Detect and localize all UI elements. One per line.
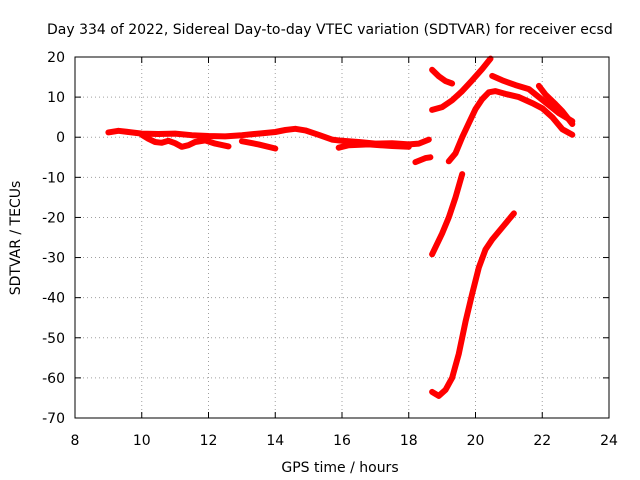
series-pass-d (335, 141, 412, 151)
x-tick-label: 16 (333, 433, 351, 449)
y-tick-label: 20 (47, 50, 65, 66)
y-tick-label: -70 (42, 411, 65, 427)
series-pass-c (238, 138, 279, 152)
y-tick-label: 10 (47, 90, 65, 106)
series-pass-f (429, 66, 456, 87)
ticks: 8 10 12 14 16 18 20 22 24 -70 -60 -50 -40 -30 -20 -10 0 1… (42, 50, 618, 449)
x-tick-label: 14 (266, 433, 284, 449)
x-tick-label: 12 (200, 433, 218, 449)
y-tick-label: -40 (42, 291, 65, 307)
x-tick-label: 24 (600, 433, 618, 449)
y-tick-label: -50 (42, 331, 65, 347)
series-pass-e (412, 154, 434, 166)
series-group (105, 55, 576, 399)
series-pass-k (429, 171, 466, 258)
x-tick-label: 10 (133, 433, 151, 449)
series-pass-h (445, 88, 576, 165)
y-axis-label: SDTVAR / TECUs (8, 181, 24, 296)
chart-title: Day 334 of 2022, Sidereal Day-to-day VTE… (47, 22, 613, 38)
y-tick-label: -20 (42, 210, 65, 226)
x-tick-label: 8 (71, 433, 80, 449)
x-axis-label: GPS time / hours (281, 460, 398, 476)
y-tick-label: -30 (42, 251, 65, 267)
x-tick-label: 18 (400, 433, 418, 449)
x-tick-label: 22 (533, 433, 551, 449)
series-pass-j (535, 82, 576, 127)
y-tick-label: -60 (42, 371, 65, 387)
y-tick-label: -10 (42, 170, 65, 186)
y-tick-label: 0 (56, 130, 65, 146)
series-pass-l (429, 210, 517, 399)
series-pass-g (429, 55, 494, 113)
grid (75, 57, 609, 418)
series-pass-b (138, 131, 232, 150)
x-tick-label: 20 (467, 433, 485, 449)
series-pass-i (489, 72, 576, 125)
